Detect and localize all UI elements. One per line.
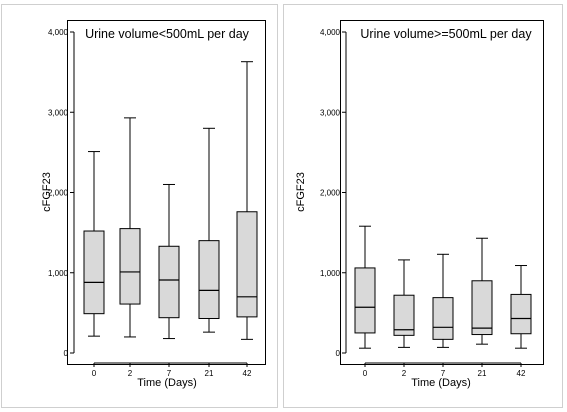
iqr-box	[83, 230, 105, 315]
chart-title: Urine volume>=500mL per day	[360, 27, 532, 41]
box-series	[354, 225, 532, 349]
box-series	[83, 61, 258, 340]
x-tick-label: 2	[128, 369, 133, 378]
iqr-box	[432, 297, 454, 340]
x-tick-label: 0	[92, 369, 97, 378]
y-axis-title: cFGF23	[295, 172, 307, 212]
y-tick-label: 1,000	[320, 269, 341, 278]
chart-title: Urine volume<500mL per day	[85, 27, 250, 41]
x-axis: 0 2 7 21 42	[363, 362, 526, 378]
box-2	[393, 259, 415, 348]
iqr-box	[198, 240, 220, 319]
box-2	[119, 117, 141, 338]
box-7	[432, 253, 454, 348]
y-tick-label: 4,000	[320, 28, 341, 37]
y-tick-label: 0	[336, 349, 341, 358]
y-tick-label: 0	[64, 349, 69, 358]
iqr-box	[236, 211, 258, 318]
iqr-box	[158, 245, 180, 319]
y-tick-label: 4,000	[48, 28, 69, 37]
box-0	[83, 151, 105, 337]
x-tick-label: 2	[402, 369, 407, 378]
x-tick-label: 7	[441, 369, 446, 378]
iqr-box	[393, 294, 415, 336]
chart-panel-right: Urine volume>=500mL per day cFGF23 Time …	[283, 4, 563, 408]
iqr-box	[510, 293, 532, 335]
x-tick-label: 21	[478, 369, 487, 378]
plot-area-frame	[340, 20, 544, 365]
box-42	[236, 61, 258, 340]
iqr-box	[354, 267, 376, 334]
panel-background	[283, 4, 563, 408]
y-axis-title: cFGF23	[41, 172, 53, 212]
box-42	[510, 265, 532, 349]
plot-area-frame	[67, 20, 266, 365]
x-tick-label: 7	[167, 369, 172, 378]
y-tick-label: 2,000	[320, 189, 341, 198]
iqr-box	[471, 280, 493, 336]
y-tick-label: 3,000	[320, 108, 341, 117]
x-axis-title: Time (Days)	[137, 377, 196, 389]
y-tick-label: 3,000	[48, 108, 69, 117]
y-axis: 0 1,000 2,000 3,000 4,000	[48, 28, 75, 358]
x-tick-label: 42	[243, 369, 252, 378]
y-tick-label: 1,000	[48, 269, 69, 278]
y-tick-label: 2,000	[48, 189, 69, 198]
box-21	[471, 237, 493, 345]
box-7	[158, 183, 180, 340]
x-tick-label: 42	[517, 369, 526, 378]
box-21	[198, 127, 220, 333]
chart-panel-left: Urine volume<500mL per day cFGF23 Time (…	[1, 4, 278, 408]
x-axis-title: Time (Days)	[411, 377, 470, 389]
x-tick-label: 21	[205, 369, 214, 378]
y-axis: 0 1,000 2,000 3,000 4,000	[320, 28, 347, 358]
x-axis: 0 2 7 21 42	[92, 362, 252, 378]
x-tick-label: 0	[363, 369, 368, 378]
iqr-box	[119, 228, 141, 305]
panel-background	[1, 4, 278, 408]
box-0	[354, 225, 376, 349]
